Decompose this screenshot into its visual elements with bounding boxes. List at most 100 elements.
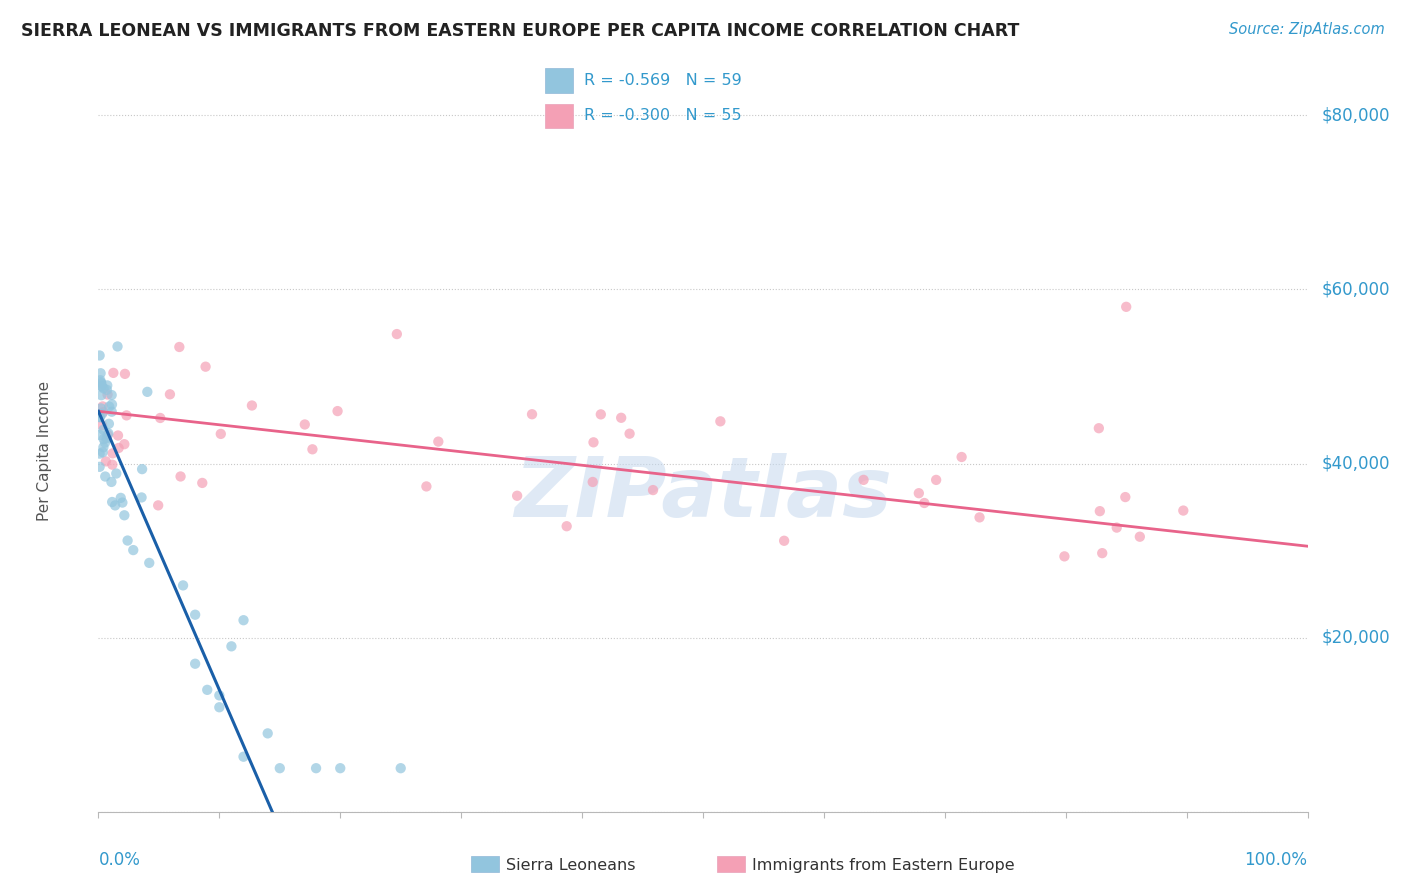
Point	[96, 383, 118, 397]
Point	[194, 359, 217, 374]
Point	[269, 761, 291, 775]
Point	[91, 418, 114, 433]
Point	[912, 496, 935, 510]
Point	[90, 366, 112, 380]
Text: $60,000: $60,000	[1322, 280, 1391, 299]
Point	[619, 426, 641, 441]
Point	[610, 410, 633, 425]
Point	[301, 442, 323, 457]
Point	[101, 397, 124, 411]
Point	[389, 761, 412, 775]
Point	[294, 417, 316, 432]
Point	[90, 388, 112, 402]
Point	[326, 404, 349, 418]
Text: $80,000: $80,000	[1322, 106, 1391, 124]
Point	[98, 400, 121, 414]
Point	[97, 417, 120, 431]
Point	[184, 657, 207, 671]
Point	[136, 384, 159, 399]
Text: 100.0%: 100.0%	[1244, 852, 1308, 870]
Point	[90, 401, 112, 416]
Point	[1105, 520, 1128, 534]
Point	[97, 428, 120, 442]
Point	[97, 426, 120, 441]
Point	[112, 508, 135, 523]
Point	[114, 367, 136, 381]
Point	[589, 408, 612, 422]
Point	[1129, 530, 1152, 544]
Text: 0.0%: 0.0%	[98, 852, 141, 870]
Point	[91, 445, 114, 459]
Point	[91, 400, 114, 414]
Text: Per Capita Income: Per Capita Income	[37, 380, 52, 521]
Point	[93, 423, 115, 437]
Point	[159, 387, 181, 401]
Point	[1115, 300, 1137, 314]
Point	[131, 462, 153, 476]
Point	[908, 486, 931, 500]
Point	[191, 475, 214, 490]
Point	[195, 682, 218, 697]
FancyBboxPatch shape	[546, 69, 572, 93]
Point	[96, 387, 118, 401]
Point	[208, 700, 231, 714]
Point	[89, 373, 111, 387]
Point	[89, 459, 111, 474]
Point	[148, 499, 170, 513]
Point	[1091, 546, 1114, 560]
Text: Source: ZipAtlas.com: Source: ZipAtlas.com	[1229, 22, 1385, 37]
Point	[107, 339, 129, 353]
Point	[385, 327, 408, 342]
Point	[93, 381, 115, 395]
Point	[100, 405, 122, 419]
Point	[209, 426, 232, 441]
Point	[112, 437, 135, 451]
Point	[131, 491, 153, 505]
Text: R = -0.300   N = 55: R = -0.300 N = 55	[583, 108, 741, 123]
Point	[1173, 503, 1195, 517]
Point	[93, 440, 115, 454]
Point	[90, 379, 112, 393]
Point	[582, 435, 605, 450]
Point	[221, 640, 243, 654]
Point	[773, 533, 796, 548]
Point	[115, 409, 138, 423]
Point	[415, 479, 437, 493]
Point	[89, 447, 111, 461]
Point	[90, 376, 112, 391]
Point	[506, 489, 529, 503]
Text: Immigrants from Eastern Europe: Immigrants from Eastern Europe	[752, 858, 1015, 872]
Point	[94, 469, 117, 483]
Point	[89, 410, 111, 425]
Point	[101, 458, 124, 472]
Point	[110, 491, 132, 505]
FancyBboxPatch shape	[546, 103, 572, 128]
Point	[329, 761, 352, 775]
Text: ZIPatlas: ZIPatlas	[515, 453, 891, 534]
Point	[1088, 421, 1111, 435]
Point	[107, 441, 129, 455]
Point	[427, 434, 450, 449]
Point	[117, 533, 139, 548]
Point	[94, 454, 117, 468]
Point	[709, 414, 731, 428]
Point	[111, 495, 134, 509]
Point	[169, 469, 191, 483]
Point	[90, 407, 112, 421]
Point	[100, 475, 122, 489]
Point	[582, 475, 605, 489]
Point	[91, 405, 114, 419]
Point	[555, 519, 578, 533]
Point	[208, 689, 231, 703]
Point	[256, 726, 278, 740]
Point	[103, 366, 125, 380]
Text: $40,000: $40,000	[1322, 455, 1391, 473]
Point	[520, 407, 543, 421]
Point	[89, 410, 111, 425]
Point	[138, 556, 160, 570]
Text: SIERRA LEONEAN VS IMMIGRANTS FROM EASTERN EUROPE PER CAPITA INCOME CORRELATION C: SIERRA LEONEAN VS IMMIGRANTS FROM EASTER…	[21, 22, 1019, 40]
Point	[96, 378, 118, 392]
Point	[305, 761, 328, 775]
Point	[100, 388, 122, 402]
Point	[1088, 504, 1111, 518]
